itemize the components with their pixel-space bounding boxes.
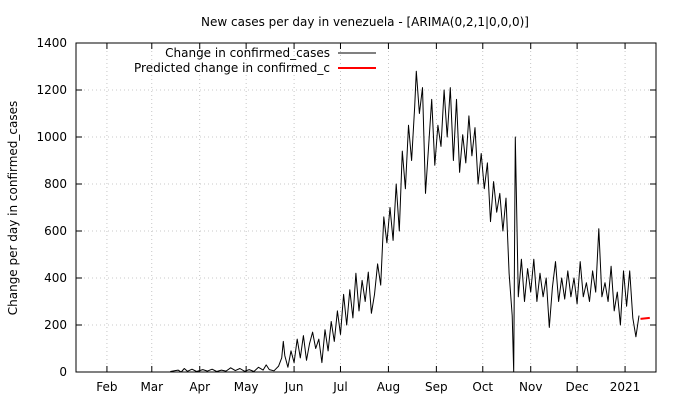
y-tick-label: 400: [44, 271, 67, 285]
y-tick-label: 1400: [36, 36, 67, 50]
x-tick-label: Dec: [566, 380, 589, 394]
x-tick-label: May: [234, 380, 259, 394]
series-layer: [170, 70, 650, 373]
series-line-2: [640, 316, 650, 320]
gridlines: [76, 43, 656, 372]
x-tick-label: Jul: [332, 380, 347, 394]
series-line-1: [170, 70, 640, 373]
x-axis-ticks: Feb Mar Apr May Jun Jul Aug Sep Oct Nov Dec 2021: [96, 43, 640, 394]
x-tick-label: Oct: [472, 380, 493, 394]
y-tick-label: 1200: [36, 83, 67, 97]
y-tick-label: 800: [44, 177, 67, 191]
y-tick-label: 600: [44, 224, 67, 238]
x-tick-label: Nov: [519, 380, 542, 394]
y-tick-label: 0: [59, 365, 67, 379]
x-tick-label: Apr: [189, 380, 210, 394]
legend-label: Change in confirmed_cases: [165, 46, 330, 60]
y-tick-label: 200: [44, 318, 67, 332]
y-axis-label: Change per day in confirmed_cases: [6, 101, 20, 316]
x-tick-label: Mar: [140, 380, 163, 394]
x-tick-label: Aug: [377, 380, 400, 394]
y-tick-label: 1000: [36, 130, 67, 144]
x-tick-label: 2021: [610, 380, 641, 394]
y-axis-ticks: 0 200 400 600 800 1000 1200 1400: [36, 36, 656, 379]
plot-frame: [75, 42, 657, 373]
chart-title: New cases per day in venezuela - [ARIMA(…: [201, 15, 529, 29]
x-tick-label: Jun: [284, 380, 304, 394]
x-tick-label: Sep: [425, 380, 448, 394]
legend-label: Predicted change in confirmed_c: [134, 61, 330, 75]
x-tick-label: Feb: [96, 380, 117, 394]
